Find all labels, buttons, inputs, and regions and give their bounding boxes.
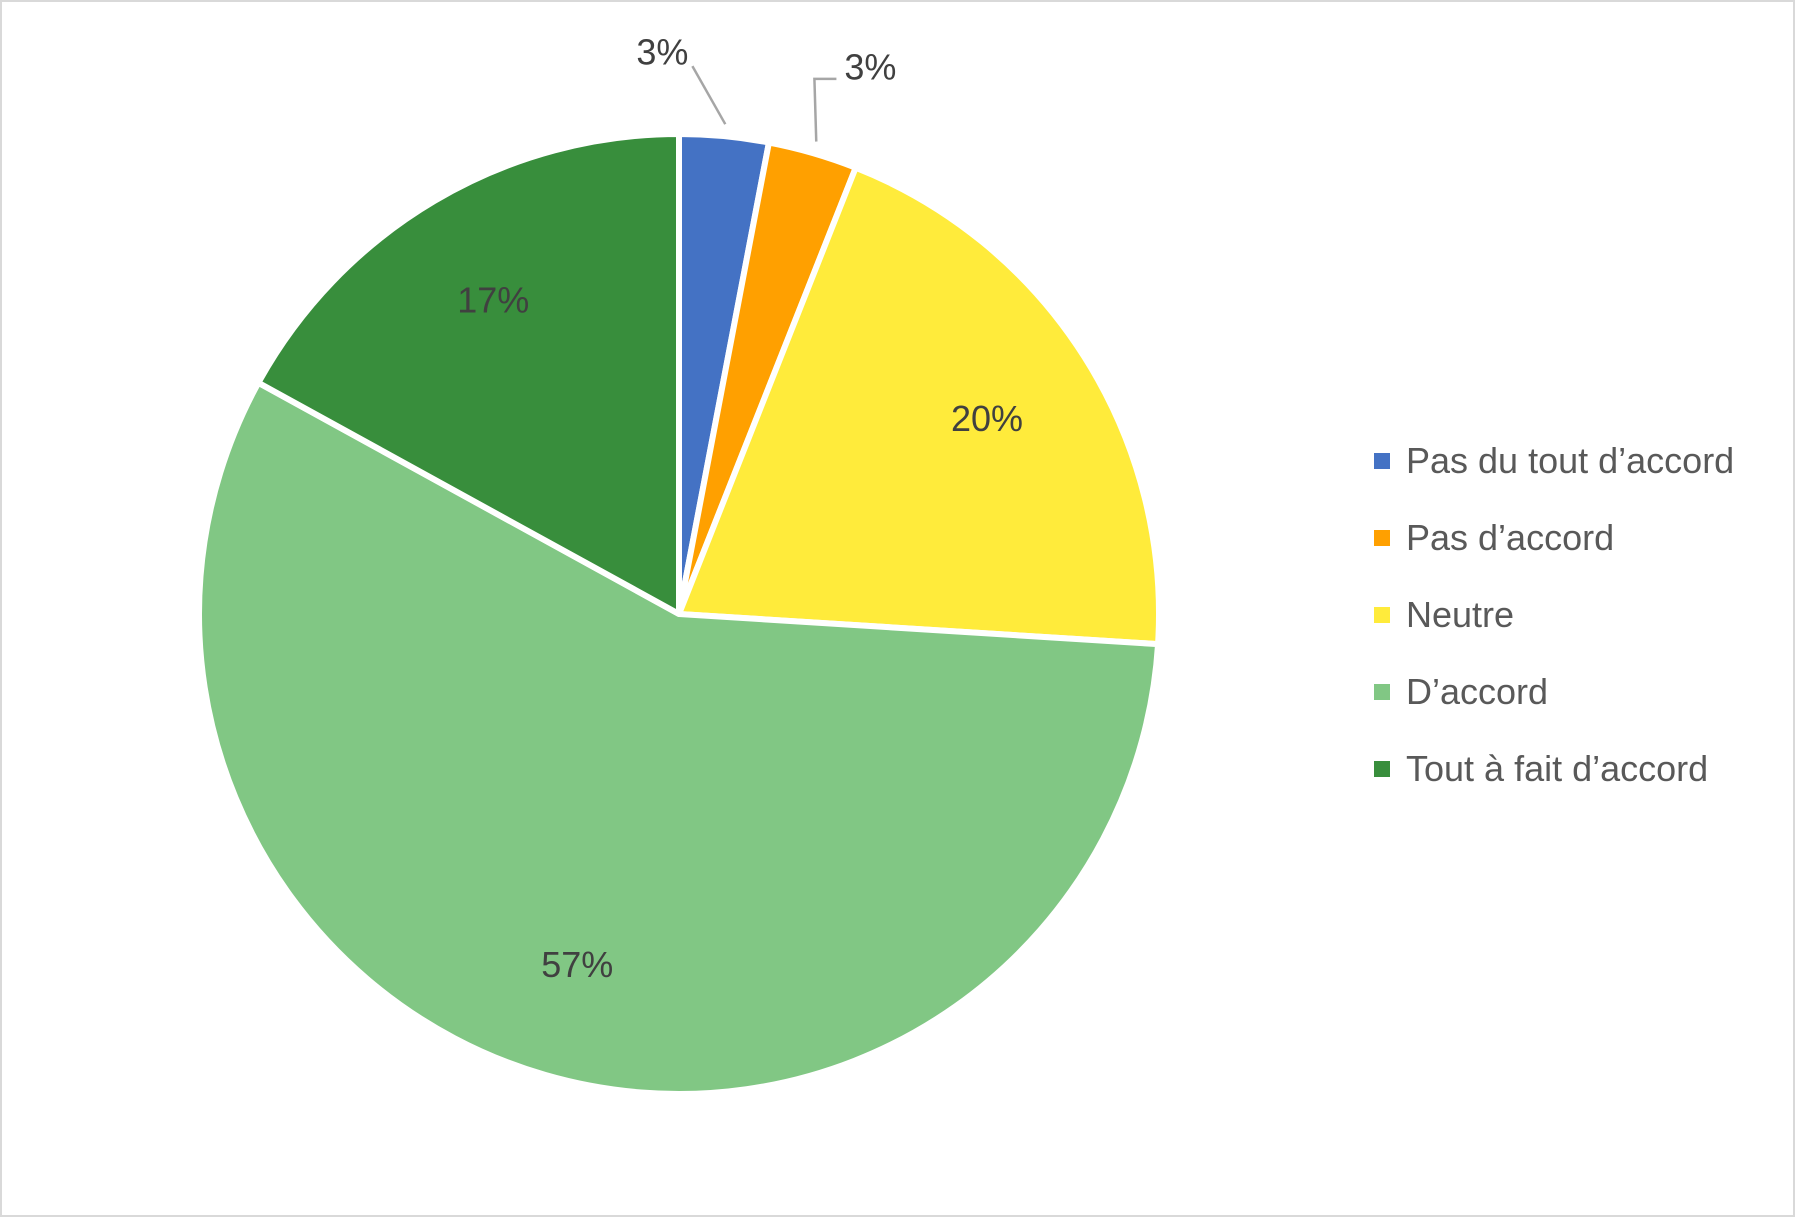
- legend-swatch-pas-d-accord: [1374, 529, 1390, 546]
- data-label-d-accord: 57%: [541, 944, 613, 985]
- legend-label-pas-du-tout-d-accord: Pas du tout d’accord: [1406, 439, 1735, 481]
- data-label-pas-du-tout-d-accord: 3%: [636, 32, 688, 73]
- legend-item-neutre: Neutre: [1374, 576, 1734, 653]
- legend-item-pas-d-accord: Pas d’accord: [1374, 499, 1734, 576]
- data-label-neutre: 20%: [951, 398, 1023, 439]
- data-label-tout-a-fait-d-accord: 17%: [457, 280, 529, 321]
- legend-item-pas-du-tout-d-accord: Pas du tout d’accord: [1374, 422, 1734, 499]
- data-label-pas-d-accord: 3%: [844, 46, 896, 87]
- pie-slice-neutre: [676, 164, 1162, 648]
- legend-label-tout-a-fait-d-accord: Tout à fait d’accord: [1406, 747, 1709, 789]
- legend-swatch-neutre: [1374, 606, 1390, 623]
- legend-label-neutre: Neutre: [1406, 593, 1515, 635]
- legend-label-d-accord: D’accord: [1406, 670, 1549, 712]
- pie-slice-d-accord: [196, 379, 1162, 1098]
- legend: Pas du tout d’accord Pas d’accord Neutre D’…: [1374, 422, 1734, 807]
- pie-slice-tout-a-fait-d-accord: [255, 131, 682, 617]
- leader-line-pas-d-accord: [813, 77, 837, 142]
- legend-label-pas-d-accord: Pas d’accord: [1406, 516, 1615, 558]
- legend-item-d-accord: D’accord: [1374, 653, 1734, 730]
- legend-swatch-d-accord: [1374, 683, 1390, 700]
- legend-item-tout-a-fait-d-accord: Tout à fait d’accord: [1374, 730, 1734, 807]
- leader-line-pas-du-tout-d-accord: [691, 65, 727, 125]
- legend-swatch-tout-a-fait-d-accord: [1374, 760, 1390, 777]
- legend-swatch-pas-du-tout-d-accord: [1374, 452, 1390, 469]
